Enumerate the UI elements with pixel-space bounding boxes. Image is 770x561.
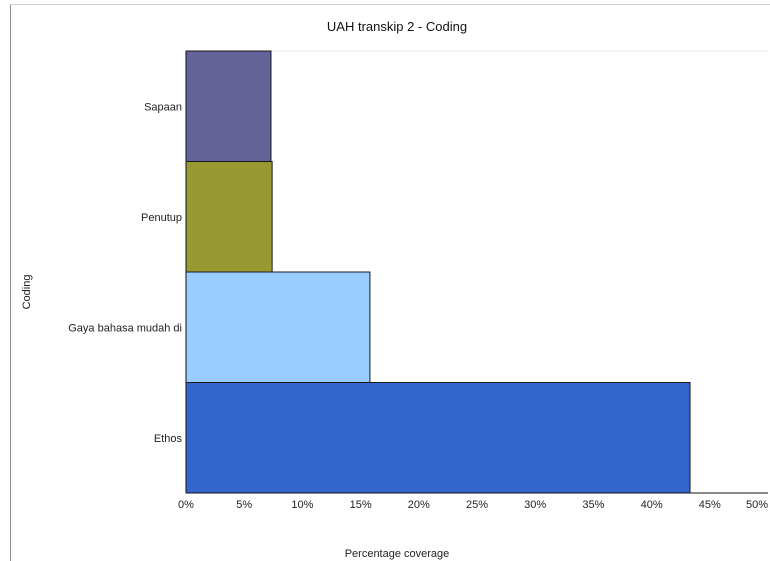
x-tick-label: 45%: [699, 499, 721, 511]
x-tick-label: 5%: [236, 499, 252, 511]
x-tick-label: 30%: [524, 499, 546, 511]
x-tick-label: 35%: [582, 499, 604, 511]
frame-left-border: [10, 4, 11, 561]
bars-layer: [185, 50, 691, 494]
x-tick-label: 15%: [350, 499, 372, 511]
category-label: Penutup: [141, 212, 182, 224]
x-tick-label: 20%: [408, 499, 430, 511]
x-tick-label: 50%: [746, 499, 768, 511]
x-tick-labels: 0% 5% 10% 15% 20% 25% 30% 35% 40% 45% 50%: [178, 499, 768, 511]
bar-sapaan: [185, 50, 272, 162]
bar-ethos: [185, 382, 691, 494]
bar-penutup: [185, 161, 273, 273]
y-axis-title: Coding: [21, 275, 33, 310]
chart-title: UAH transkip 2 - Coding: [327, 19, 467, 34]
category-label: Ethos: [154, 433, 183, 445]
x-tick-label: 0%: [178, 499, 194, 511]
bar-gaya-bahasa-mudah-di: [185, 271, 371, 383]
x-tick-label: 40%: [641, 499, 663, 511]
category-label: Gaya bahasa mudah di: [68, 322, 182, 334]
category-label: Sapaan: [144, 101, 182, 113]
x-tick-label: 25%: [466, 499, 488, 511]
frame-top-border: [10, 4, 770, 5]
category-labels: Sapaan Penutup Gaya bahasa mudah di Ethos: [68, 101, 182, 445]
x-tick-label: 10%: [291, 499, 313, 511]
x-axis-title: Percentage coverage: [345, 548, 450, 560]
